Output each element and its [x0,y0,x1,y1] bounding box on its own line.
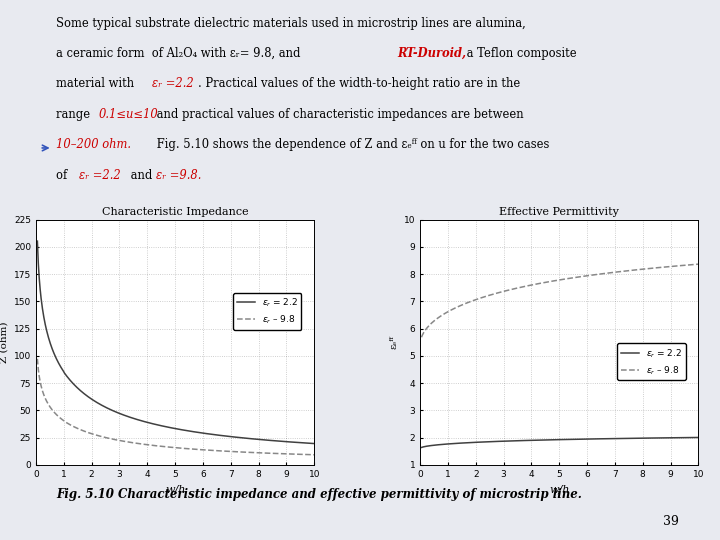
Text: Fig. 5.10 shows the dependence of Z and εₑᶠᶠ on u for the two cases: Fig. 5.10 shows the dependence of Z and … [153,138,549,151]
Text: 0.1≤u≤10: 0.1≤u≤10 [99,108,158,121]
Text: range: range [56,108,94,121]
Text: Fig. 5.10 Characteristic impedance and effective permittivity of microstrip line: Fig. 5.10 Characteristic impedance and e… [56,488,582,501]
Text: material with: material with [56,77,138,91]
Text: εᵣ =2.2: εᵣ =2.2 [152,77,194,91]
Legend: $\varepsilon_r$ = 2.2, $\varepsilon_r$ – 9.8: $\varepsilon_r$ = 2.2, $\varepsilon_r$ –… [617,343,685,380]
Text: . Practical values of the width-to-height ratio are in the: . Practical values of the width-to-heigh… [198,77,521,91]
Text: Some typical substrate dielectric materials used in microstrip lines are alumina: Some typical substrate dielectric materi… [56,17,526,30]
Text: 10–200 ohm.: 10–200 ohm. [56,138,131,151]
Text: εᵣ =9.8.: εᵣ =9.8. [156,169,202,182]
Y-axis label: Z (ohm): Z (ohm) [0,321,9,363]
Legend: $\varepsilon_r$ = 2.2, $\varepsilon_r$ – 9.8: $\varepsilon_r$ = 2.2, $\varepsilon_r$ –… [233,293,302,329]
X-axis label: w/h: w/h [165,484,185,494]
Y-axis label: εₑᶠᶠ: εₑᶠᶠ [390,335,398,349]
Title: Characteristic Impedance: Characteristic Impedance [102,207,248,218]
Text: εᵣ =2.2: εᵣ =2.2 [79,169,121,182]
Text: of: of [56,169,71,182]
Text: 39: 39 [662,515,678,528]
X-axis label: w/h: w/h [549,484,570,494]
Text: a ceramic form  of Al₂O₄ with εᵣ= 9.8, and: a ceramic form of Al₂O₄ with εᵣ= 9.8, an… [56,47,304,60]
Title: Effective Permittivity: Effective Permittivity [499,207,619,218]
Text: and practical values of characteristic impedances are between: and practical values of characteristic i… [153,108,524,121]
Text: a Teflon composite: a Teflon composite [463,47,577,60]
Text: RT-Duroid,: RT-Duroid, [397,47,466,60]
Text: and: and [127,169,156,182]
